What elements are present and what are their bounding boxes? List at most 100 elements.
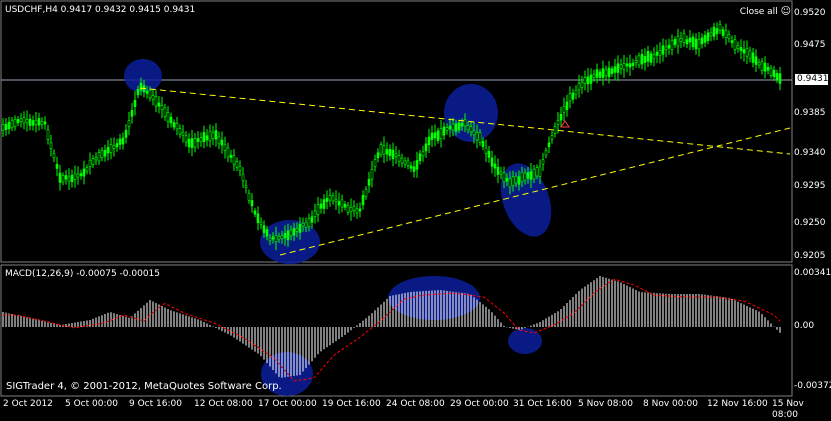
chart-title: USDCHF,H4 0.9417 0.9432 0.9415 0.9431: [5, 5, 196, 15]
candle-body: [661, 45, 665, 55]
candle-body: [181, 131, 185, 136]
candle-body: [778, 73, 782, 84]
candle-body: [172, 122, 176, 128]
date-tick: 8 Nov 00:00: [643, 399, 698, 409]
candle-body: [97, 152, 101, 162]
candle-body: [694, 38, 698, 50]
date-tick: 12 Nov 16:00: [707, 399, 768, 409]
candle-body: [175, 122, 179, 130]
candle-body: [226, 147, 230, 158]
highlight-ellipse[interactable]: [491, 156, 560, 243]
price-tick: 0.9340: [794, 148, 826, 158]
candle-body: [454, 123, 458, 132]
candle-series: [1, 20, 782, 251]
candle-body: [649, 53, 653, 63]
candle-body: [121, 137, 125, 145]
candle-body: [748, 50, 752, 59]
candle-body: [499, 171, 503, 175]
highlight-ellipse[interactable]: [260, 220, 320, 264]
candle-body: [706, 32, 710, 41]
candle-body: [517, 176, 521, 185]
macd-tick: 0.00341: [794, 268, 831, 278]
highlight-ellipse[interactable]: [124, 59, 162, 93]
arrow-marker-icon[interactable]: [560, 120, 570, 128]
candle-body: [502, 172, 506, 183]
candle-body: [139, 82, 143, 91]
candle-body: [547, 142, 551, 148]
candle-body: [487, 151, 491, 158]
candle-body: [544, 150, 548, 156]
candle-body: [727, 34, 731, 39]
highlight-ellipse[interactable]: [444, 84, 498, 142]
candle-body: [475, 132, 479, 141]
candle-body: [301, 222, 305, 227]
candle-body: [388, 149, 392, 157]
candle-body: [478, 132, 482, 143]
price-tick: 0.9295: [794, 181, 826, 191]
resistance-trendline[interactable]: [139, 87, 791, 155]
candle-body: [520, 171, 524, 182]
date-tick: 15 Nov 08:00: [772, 399, 804, 420]
candle-body: [655, 51, 659, 56]
candle-body: [337, 201, 341, 206]
candle-body: [295, 228, 299, 232]
candle-body: [625, 63, 629, 67]
candle-body: [511, 176, 515, 186]
candle-body: [535, 167, 539, 177]
candle-body: [595, 69, 599, 78]
candle-body: [460, 122, 464, 127]
candle-body: [163, 107, 167, 117]
candle-body: [466, 125, 470, 131]
candle-body: [25, 118, 29, 123]
candle-body: [583, 77, 587, 84]
candle-body: [493, 163, 497, 169]
candle-body: [223, 144, 227, 151]
candle-body: [151, 95, 155, 100]
date-tick: 29 Oct 00:00: [450, 399, 509, 409]
candle-body: [484, 147, 488, 154]
candle-body: [178, 128, 182, 135]
candle-body: [571, 92, 575, 100]
candle-body: [697, 39, 701, 50]
candle-body: [31, 120, 35, 126]
candle-body: [658, 50, 662, 56]
candle-body: [91, 158, 95, 165]
macd-title: MACD(12,26,9) -0.00075 -0.00015: [5, 269, 161, 279]
date-tick: 5 Oct 00:00: [65, 399, 118, 409]
candle-body: [202, 132, 206, 143]
macd-highlight-ellipse[interactable]: [508, 328, 542, 354]
candle-body: [205, 135, 209, 141]
candle-body: [562, 106, 566, 113]
candle-body: [265, 229, 269, 237]
candle-body: [739, 47, 743, 52]
close-all-button[interactable]: Close all ☺: [740, 6, 791, 18]
support-trendline[interactable]: [279, 127, 791, 256]
candle-body: [559, 113, 563, 121]
candle-body: [196, 138, 200, 142]
candle-body: [586, 76, 590, 85]
candle-body: [64, 175, 68, 180]
candle-body: [61, 175, 65, 183]
candle-body: [4, 123, 8, 131]
candle-body: [298, 223, 302, 233]
candle-body: [451, 123, 455, 131]
candle-body: [769, 67, 773, 76]
candle-body: [280, 235, 284, 240]
candle-body: [145, 90, 149, 94]
candle-body: [604, 69, 608, 76]
candle-body: [679, 38, 683, 42]
candle-body: [130, 110, 134, 117]
candle-body: [1, 124, 5, 131]
candle-body: [319, 203, 323, 209]
candle-body: [328, 195, 332, 201]
candle-body: [613, 66, 617, 73]
candle-body: [115, 143, 119, 148]
candle-body: [523, 172, 527, 181]
candle-body: [364, 188, 368, 198]
candle-body: [442, 126, 446, 136]
candle-body: [106, 147, 110, 154]
chart-canvas[interactable]: [0, 0, 831, 412]
candle-body: [616, 63, 620, 73]
date-tick: 2 Oct 2012: [3, 399, 53, 409]
